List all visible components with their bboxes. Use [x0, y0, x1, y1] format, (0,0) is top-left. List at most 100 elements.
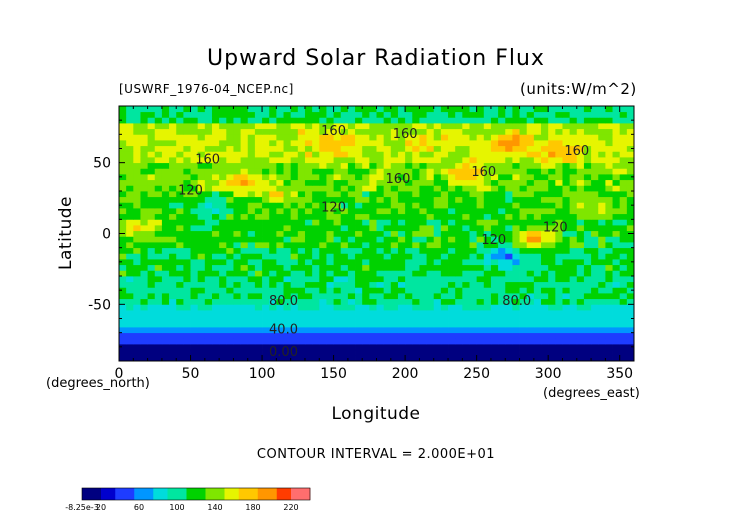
heatmap-cell: [297, 208, 306, 215]
heatmap-cell: [126, 287, 134, 294]
heatmap-cell: [448, 162, 456, 169]
colorbar-swatch: [101, 488, 107, 500]
heatmap-cell: [290, 287, 299, 294]
heatmap-cell: [233, 145, 241, 152]
heatmap-cell: [369, 106, 377, 113]
heatmap-cell: [169, 264, 177, 271]
heatmap-cell: [340, 349, 349, 356]
heatmap-cell: [269, 247, 277, 254]
heatmap-cell: [490, 168, 499, 175]
heatmap-cell: [233, 236, 241, 243]
heatmap-cell: [498, 134, 506, 141]
heatmap-cell: [204, 310, 213, 317]
heatmap-cell: [419, 344, 427, 351]
heatmap-cell: [448, 219, 456, 226]
heatmap-cell: [397, 196, 406, 203]
heatmap-cell: [505, 208, 513, 215]
heatmap-cell: [383, 293, 392, 300]
heatmap-cell: [262, 355, 270, 361]
heatmap-cell: [240, 168, 249, 175]
heatmap-cell: [319, 236, 327, 243]
heatmap-cell: [326, 259, 334, 266]
heatmap-cell: [233, 185, 241, 192]
heatmap-cell: [433, 327, 442, 334]
heatmap-cell: [183, 327, 191, 334]
heatmap-cell: [519, 236, 528, 243]
heatmap-cell: [233, 134, 241, 141]
heatmap-cell: [448, 196, 456, 203]
heatmap-cell: [147, 128, 156, 135]
heatmap-cell: [254, 315, 263, 322]
heatmap-cell: [426, 106, 435, 113]
heatmap-cell: [490, 145, 499, 152]
heatmap-cell: [376, 304, 385, 311]
heatmap-cell: [355, 321, 363, 328]
heatmap-cell: [197, 276, 206, 283]
heatmap-cell: [362, 225, 370, 232]
heatmap-cell: [276, 140, 284, 147]
heatmap-cell: [126, 281, 134, 288]
heatmap-cell: [190, 293, 199, 300]
heatmap-cell: [147, 253, 156, 260]
heatmap-cell: [276, 145, 284, 152]
heatmap-cell: [498, 219, 506, 226]
heatmap-cell: [176, 264, 184, 271]
heatmap-cell: [533, 123, 542, 130]
heatmap-cell: [197, 145, 206, 152]
heatmap-cell: [355, 157, 363, 164]
contour-interval-label: CONTOUR INTERVAL = 2.000E+01: [256, 447, 496, 462]
heatmap-cell: [569, 310, 578, 317]
heatmap-cell: [312, 168, 320, 175]
heatmap-cell: [340, 247, 349, 254]
heatmap-cell: [419, 196, 427, 203]
heatmap-cell: [598, 270, 606, 277]
heatmap-cell: [490, 315, 499, 322]
heatmap-cell: [304, 106, 313, 113]
heatmap-cell: [526, 259, 535, 266]
heatmap-cell: [333, 174, 342, 181]
heatmap-cell: [140, 134, 149, 141]
heatmap-cell: [376, 219, 385, 226]
heatmap-cell: [376, 140, 385, 147]
heatmap-cell: [626, 281, 634, 288]
heatmap-cell: [490, 259, 499, 266]
heatmap-cell: [211, 140, 220, 147]
heatmap-cell: [333, 185, 342, 192]
heatmap-cell: [462, 157, 470, 164]
heatmap-cell: [161, 111, 170, 118]
heatmap-cell: [390, 293, 399, 300]
heatmap-cell: [569, 179, 578, 186]
heatmap-cell: [397, 179, 406, 186]
heatmap-cell: [119, 236, 127, 243]
heatmap-cell: [190, 298, 199, 305]
heatmap-cell: [183, 349, 191, 356]
heatmap-cell: [147, 202, 156, 209]
heatmap-cell: [204, 253, 213, 260]
heatmap-cell: [147, 270, 156, 277]
heatmap-cell: [355, 253, 363, 260]
colorbar-swatch: [234, 488, 240, 500]
heatmap-cell: [576, 162, 585, 169]
heatmap-cell: [140, 276, 149, 283]
heatmap-cell: [333, 236, 342, 243]
heatmap-cell: [397, 134, 406, 141]
heatmap-cell: [469, 236, 478, 243]
heatmap-cell: [276, 123, 284, 130]
heatmap-cell: [591, 321, 599, 328]
heatmap-cell: [283, 315, 292, 322]
heatmap-cell: [369, 281, 377, 288]
heatmap-cell: [576, 174, 585, 181]
heatmap-cell: [119, 327, 127, 334]
heatmap-cell: [119, 111, 127, 118]
heatmap-cell: [512, 134, 520, 141]
heatmap-cell: [233, 247, 241, 254]
heatmap-cell: [626, 298, 634, 305]
heatmap-cell: [376, 157, 385, 164]
heatmap-cell: [312, 185, 320, 192]
heatmap-cell: [548, 185, 556, 192]
heatmap-cell: [569, 298, 578, 305]
heatmap-cell: [476, 253, 485, 260]
heatmap-cell: [219, 321, 227, 328]
heatmap-cell: [626, 247, 634, 254]
colorbar-tick-label: -8.25e-3: [65, 503, 99, 512]
